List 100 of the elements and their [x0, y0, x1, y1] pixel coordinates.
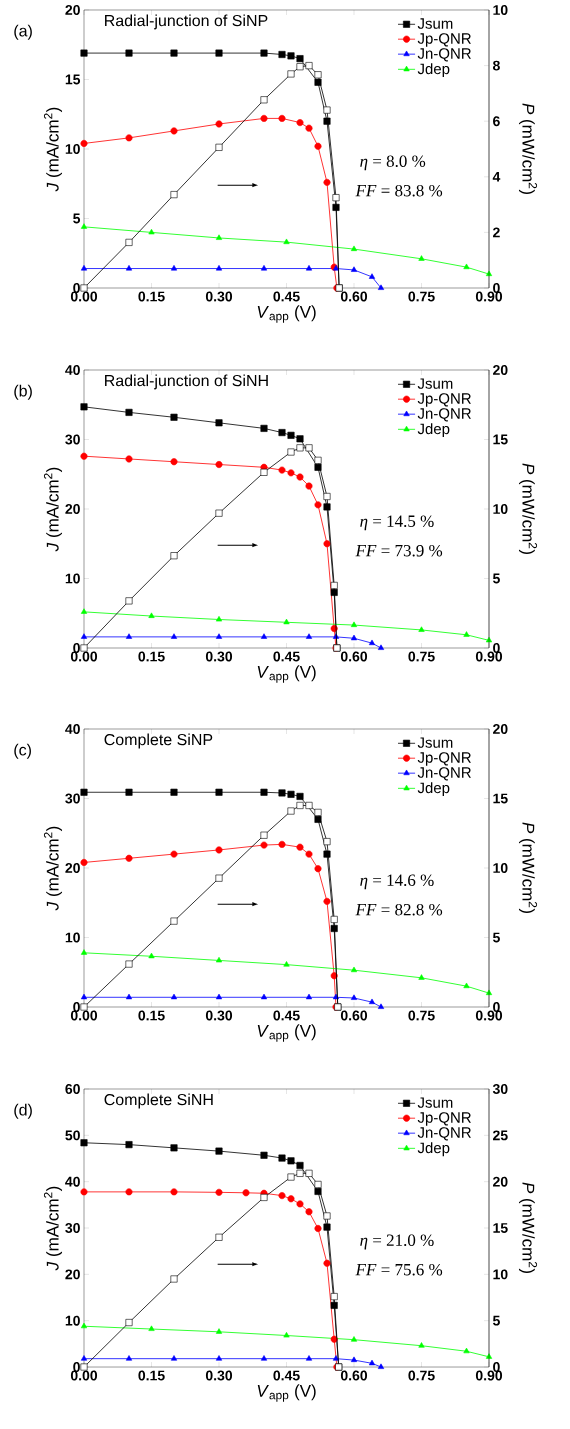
- y-tick-label: 40: [65, 365, 80, 375]
- y-tick-label: 30: [65, 793, 80, 804]
- x-tick-label: 0.30: [205, 1370, 233, 1381]
- y2-tick-label: 0: [493, 1362, 500, 1372]
- y2-axis-title: P (mW/cm$^{2}$): [518, 822, 538, 914]
- y2-tick-label: 15: [493, 1223, 508, 1233]
- y2-tick-label: 10: [493, 504, 508, 514]
- text: (a): [14, 24, 32, 40]
- x-tick-label: 0.90: [475, 1370, 503, 1381]
- y2-axis-title: P (mW/cm$^{2}$): [518, 103, 538, 194]
- text: (d): [14, 1103, 32, 1119]
- annotation: η = 21.0 %: [360, 1234, 434, 1250]
- legend-label: Jsum: [417, 737, 453, 748]
- y2-tick-label: 8: [492, 60, 500, 71]
- annotation: FF = 83.8 %: [355, 184, 443, 197]
- y-tick-label: 0: [73, 1002, 80, 1012]
- x-tick-label: 0.00: [70, 291, 98, 302]
- y2-tick-label: 20: [493, 724, 508, 734]
- y2-tick-label: 15: [493, 434, 508, 445]
- y-tick-label: 20: [65, 504, 80, 514]
- x-tick-label: 0.60: [340, 291, 368, 302]
- legend-label: Jp-QNR: [417, 752, 471, 766]
- x-tick-label: 0.15: [138, 1370, 165, 1381]
- y2-tick-label: 10: [493, 863, 508, 873]
- y-tick-label: 60: [65, 1084, 80, 1094]
- y-axis-title: J (mA/cm$^{2}$): [43, 826, 63, 911]
- chart-title: Radial-junction of SiNP: [105, 14, 268, 30]
- annotation: FF = 82.8 %: [355, 903, 443, 916]
- x-tick-label: 0.15: [138, 651, 165, 662]
- text: (c): [14, 743, 31, 759]
- x-tick-label: 0.60: [340, 1370, 368, 1381]
- x-axis-title: V$_{app}$ (V): [257, 1384, 316, 1402]
- x-axis-title: V$_{app}$ (V): [257, 1024, 316, 1042]
- y-tick-label: 10: [65, 573, 80, 584]
- y2-tick-label: 5: [492, 573, 500, 584]
- y2-tick-label: 2: [493, 227, 500, 238]
- x-tick-label: 0.45: [273, 1010, 300, 1021]
- y-tick-label: 10: [65, 144, 80, 154]
- x-axis-title: V$_{app}$ (V): [257, 305, 316, 323]
- legend-label: Jsum: [417, 18, 453, 29]
- x-axis-title: V$_{app}$ (V): [257, 665, 316, 683]
- annotation: η = 14.5 %: [360, 515, 434, 531]
- y-tick-label: 30: [65, 434, 80, 445]
- x-tick-label: 0.75: [408, 1370, 435, 1381]
- legend-label: Jn-QNR: [417, 1127, 471, 1141]
- legend-label: Jsum: [417, 378, 453, 389]
- y2-tick-label: 5: [492, 932, 500, 943]
- y-axis-title: J (mA/cm$^{2}$): [43, 1186, 63, 1271]
- y2-tick-label: 5: [492, 1315, 500, 1326]
- x-tick-label: 0.15: [138, 291, 165, 302]
- y2-tick-label: 15: [493, 793, 508, 804]
- y-axis-title: J (mA/cm$^{2}$): [43, 107, 63, 192]
- legend-label: Jp-QNR: [417, 393, 471, 407]
- y2-tick-label: 20: [493, 1176, 508, 1187]
- chart-title: Complete SiNP: [104, 733, 213, 749]
- y2-tick-label: 10: [493, 5, 508, 15]
- y2-tick-label: 4: [492, 171, 501, 182]
- chart-title: Complete SiNH: [104, 1093, 213, 1109]
- x-tick-label: 0.00: [70, 1010, 98, 1021]
- x-tick-label: 0.00: [70, 651, 98, 662]
- y2-tick-label: 0: [493, 1002, 500, 1012]
- legend-label: Jp-QNR: [417, 1112, 471, 1126]
- legend-label: Jdep: [417, 1142, 450, 1157]
- x-tick-label: 0.00: [70, 1370, 98, 1381]
- x-tick-label: 0.15: [138, 1010, 165, 1021]
- y2-tick-label: 20: [493, 365, 508, 375]
- y-tick-label: 0: [73, 283, 80, 293]
- y-tick-label: 10: [65, 1315, 80, 1326]
- x-tick-label: 0.45: [273, 651, 300, 662]
- legend-label: Jn-QNR: [417, 48, 471, 62]
- x-tick-label: 0.60: [340, 651, 368, 662]
- annotation: η = 8.0 %: [360, 155, 426, 171]
- y2-axis-title: P (mW/cm$^{2}$): [518, 1182, 538, 1274]
- legend-label: Jsum: [417, 1097, 453, 1108]
- x-tick-label: 0.60: [340, 1010, 368, 1021]
- y2-axis-title: P (mW/cm$^{2}$): [518, 463, 538, 554]
- x-tick-label: 0.90: [475, 1010, 503, 1021]
- x-tick-label: 0.75: [408, 291, 435, 302]
- y2-tick-label: 0: [493, 283, 500, 293]
- y2-tick-label: 10: [493, 1269, 508, 1280]
- y-tick-label: 20: [65, 1269, 80, 1280]
- x-tick-label: 0.45: [273, 1370, 300, 1381]
- chart-title: Radial-junction of SiNH: [105, 374, 268, 390]
- y-tick-label: 40: [65, 1176, 80, 1187]
- x-tick-label: 0.90: [475, 651, 503, 662]
- x-tick-label: 0.75: [408, 1010, 435, 1021]
- legend-label: Jp-QNR: [417, 33, 471, 47]
- annotation: FF = 73.9 %: [355, 544, 443, 557]
- x-tick-label: 0.30: [205, 651, 233, 662]
- y-tick-label: 0: [73, 643, 80, 653]
- text: (b): [14, 384, 32, 400]
- legend-label: Jn-QNR: [417, 767, 471, 781]
- legend-label: Jn-QNR: [417, 408, 471, 422]
- legend-label: Jdep: [417, 423, 450, 438]
- y-tick-label: 15: [65, 74, 81, 85]
- x-tick-label: 0.90: [475, 291, 503, 302]
- annotation: η = 14.6 %: [360, 874, 434, 890]
- annotation: FF = 75.6 %: [355, 1263, 443, 1276]
- y-tick-label: 40: [65, 724, 80, 734]
- y-tick-label: 0: [73, 1362, 80, 1372]
